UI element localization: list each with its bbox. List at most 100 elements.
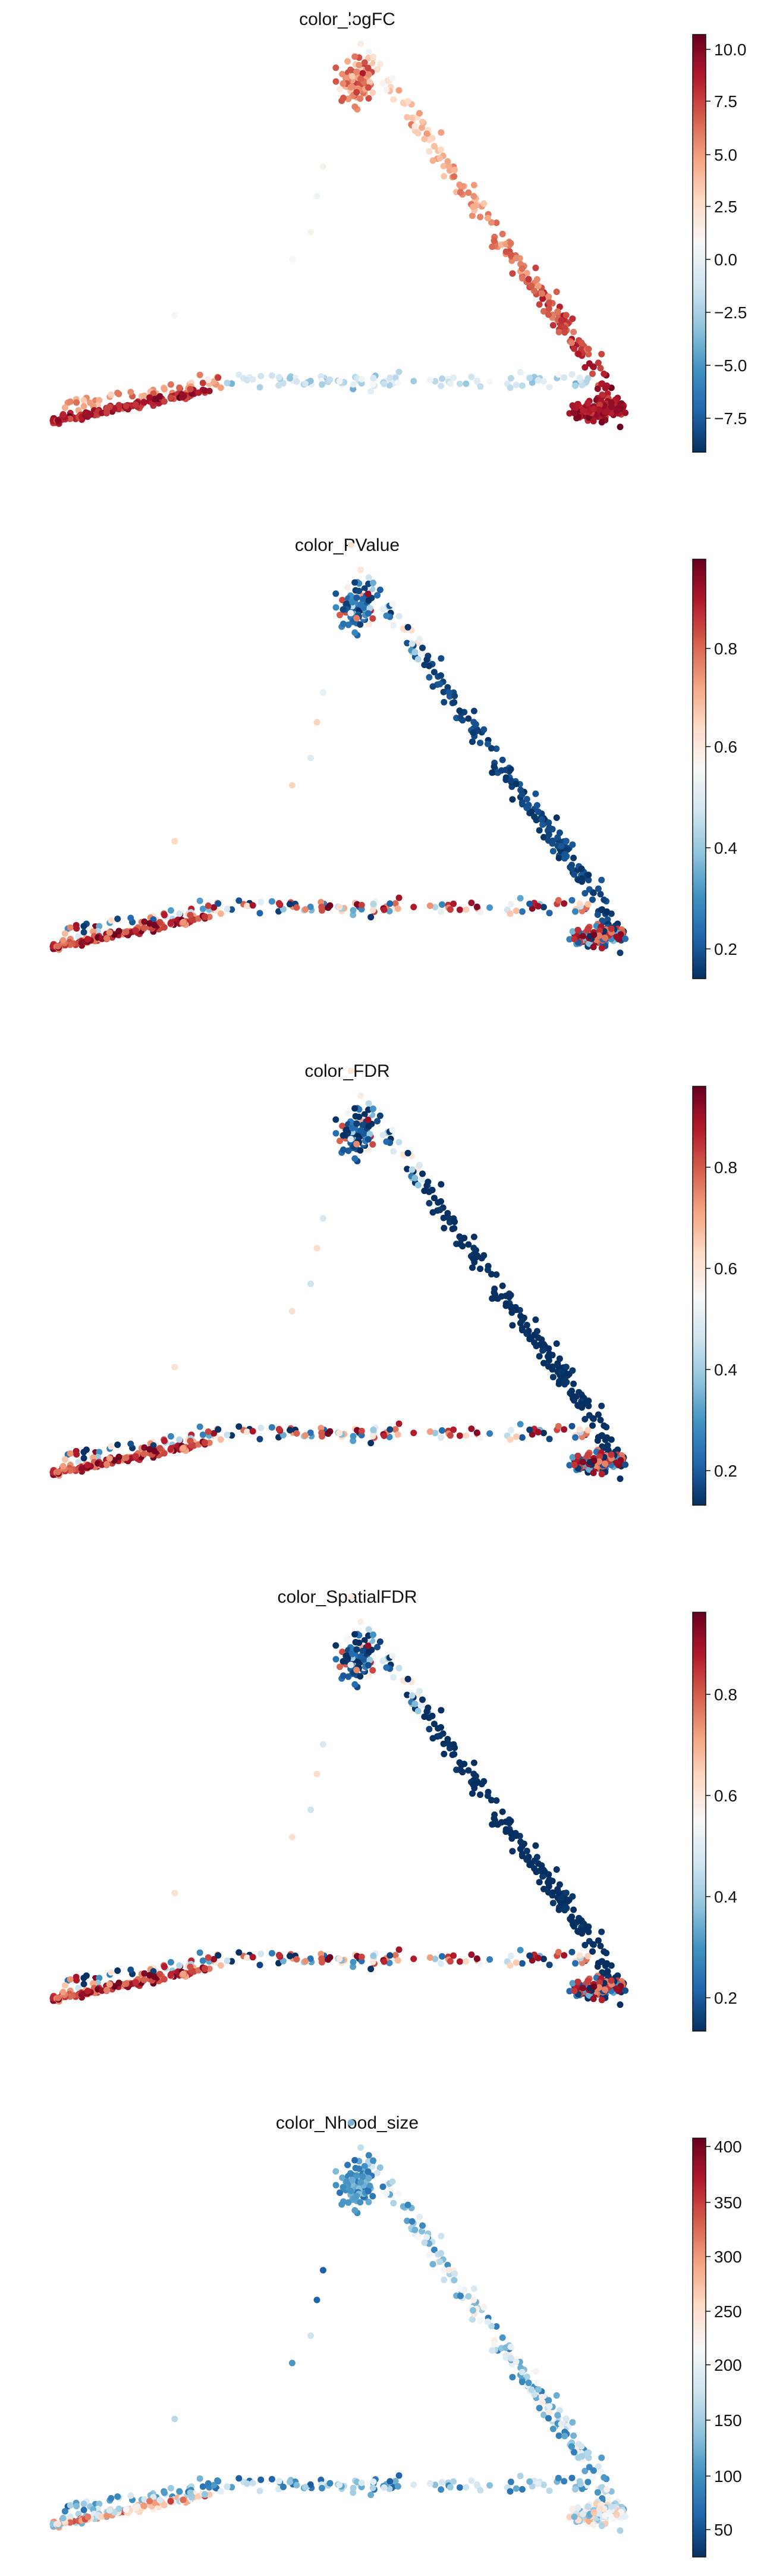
scatter-point (318, 899, 325, 905)
scatter-point (340, 2184, 347, 2190)
scatter-point (571, 410, 578, 416)
scatter-point (344, 1110, 351, 1117)
scatter-point (349, 1124, 356, 1132)
scatter-point (167, 1972, 174, 1979)
scatter-point (132, 1979, 139, 1986)
scatter-point (517, 1421, 524, 1428)
scatter-point (429, 2261, 436, 2268)
colorbar-tick-label: 0.6 (714, 1787, 737, 1805)
scatter-point (578, 1391, 585, 1398)
scatter-point (473, 1955, 480, 1962)
scatter-point (575, 1402, 582, 1409)
scatter-point (127, 914, 134, 922)
colorbar (692, 34, 706, 453)
scatter-point (499, 230, 506, 237)
scatter-point (410, 904, 417, 911)
scatter-point (344, 58, 351, 65)
scatter-point (436, 1206, 444, 1214)
scatter-point (507, 251, 514, 258)
colorbar-tick-label: 10.0 (714, 40, 747, 59)
scatter-point (546, 910, 553, 917)
scatter-point (404, 114, 411, 121)
scatter-point (595, 1411, 602, 1418)
scatter-point (595, 359, 602, 366)
scatter-point (545, 1871, 552, 1878)
scatter-point (576, 900, 583, 907)
scatter-point (367, 388, 375, 395)
scatter-point (539, 295, 546, 302)
scatter-point (336, 904, 343, 911)
scatter-point (187, 911, 194, 919)
scatter-point (336, 1955, 343, 1963)
scatter-point (99, 409, 106, 416)
scatter-point (103, 935, 111, 942)
scatter-point (224, 2483, 231, 2490)
scatter-point (441, 698, 448, 706)
scatter-point (319, 2484, 325, 2492)
scatter-point (140, 1976, 147, 1983)
scatter-point (395, 1139, 403, 1146)
scatter-point (67, 941, 74, 948)
scatter-point (525, 1853, 532, 1860)
scatter-point (386, 900, 394, 907)
scatter-point (603, 908, 611, 915)
scatter-point (545, 1363, 552, 1370)
scatter-point (224, 905, 231, 913)
scatter-point (469, 212, 476, 220)
scatter-point (140, 399, 147, 406)
scatter-point (470, 1759, 477, 1766)
scatter-point (410, 1430, 417, 1437)
scatter-point (361, 2163, 368, 2170)
scatter-point (507, 1427, 514, 1434)
scatter-point (439, 375, 445, 382)
scatter-point (275, 900, 282, 907)
scatter-point (351, 1105, 359, 1112)
scatter-point (445, 1215, 452, 1222)
scatter-point (484, 1267, 491, 1273)
scatter-point (394, 905, 401, 912)
scatter-point (597, 365, 604, 372)
scatter-point (546, 384, 553, 391)
scatter-point (574, 926, 581, 933)
scatter-point (535, 1954, 542, 1961)
scatter-point (408, 1692, 416, 1699)
scatter-point (480, 726, 488, 733)
scatter-point (531, 2391, 538, 2398)
scatter-point (598, 1997, 605, 2004)
scatter-point (596, 2510, 602, 2517)
scatter-point (167, 394, 174, 401)
scatter-point (477, 2487, 484, 2494)
scatter-point (217, 2488, 224, 2495)
scatter-point (390, 1674, 397, 1681)
scatter-point (426, 2480, 433, 2487)
scatter-point (477, 1961, 484, 1968)
scatter-point (518, 1434, 526, 1441)
scatter-point (146, 394, 153, 401)
scatter-point (451, 167, 458, 174)
scatter-point (596, 1453, 603, 1461)
scatter-point (122, 1980, 130, 1987)
scatter-point (141, 1970, 148, 1977)
scatter-point (570, 2432, 577, 2439)
colorbar-tick-label: 0.4 (714, 1888, 737, 1906)
scatter-point (349, 73, 356, 80)
scatter-point (594, 1963, 601, 1970)
scatter-point (369, 2193, 376, 2200)
scatter-point (99, 2513, 106, 2520)
scatter-point (533, 2380, 540, 2387)
scatter-point (288, 1308, 296, 1315)
scatter-point (410, 378, 417, 385)
scatter-point (597, 2468, 604, 2475)
scatter-point (337, 612, 343, 619)
scatter-point (507, 240, 514, 247)
scatter-point (584, 925, 592, 932)
scatter-point (383, 2190, 390, 2197)
scatter-point (419, 644, 426, 651)
scatter-point (546, 2487, 553, 2494)
scatter-point (491, 237, 498, 244)
scatter-point (540, 378, 547, 385)
scatter-point (595, 1937, 602, 1944)
scatter-point (366, 1130, 373, 1137)
scatter-point (590, 1457, 598, 1464)
scatter-point (365, 597, 372, 604)
